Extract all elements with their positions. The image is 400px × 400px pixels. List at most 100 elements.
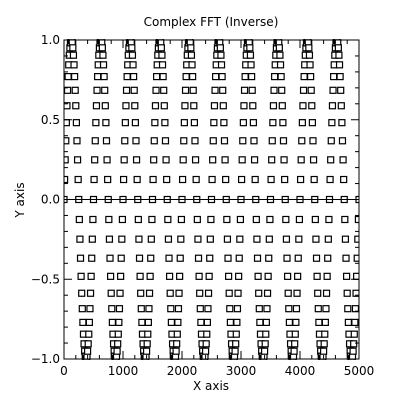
data-point xyxy=(92,119,100,127)
data-point xyxy=(246,44,254,52)
data-point xyxy=(114,340,122,348)
data-point xyxy=(262,330,270,338)
data-point xyxy=(194,235,202,243)
data-point xyxy=(64,102,71,110)
data-point xyxy=(173,340,181,348)
data-point xyxy=(249,119,257,127)
data-point xyxy=(120,156,128,164)
data-point xyxy=(78,305,86,313)
data-point xyxy=(337,86,345,94)
data-point xyxy=(255,305,263,313)
data-point xyxy=(315,318,323,326)
data-point xyxy=(101,102,109,110)
data-point xyxy=(221,156,229,164)
data-point xyxy=(295,215,304,224)
data-point xyxy=(246,51,255,59)
data-point xyxy=(122,86,131,94)
data-point xyxy=(106,254,114,262)
data-point xyxy=(102,137,111,145)
data-point xyxy=(330,72,338,81)
data-point xyxy=(119,175,128,184)
data-point xyxy=(268,137,276,145)
data-point xyxy=(353,254,359,262)
y-tick-label: −0.5 xyxy=(31,272,60,286)
data-point xyxy=(225,289,233,297)
data-point xyxy=(172,347,180,355)
data-point xyxy=(187,51,196,59)
data-point xyxy=(220,119,228,127)
data-point xyxy=(326,175,334,184)
data-point xyxy=(263,289,272,297)
data-point xyxy=(160,86,168,94)
data-point xyxy=(88,254,96,262)
data-point xyxy=(312,254,321,262)
data-point xyxy=(320,340,328,348)
data-point xyxy=(71,86,79,94)
data-point xyxy=(231,347,239,355)
data-point xyxy=(196,305,204,313)
data-point xyxy=(191,156,200,164)
data-point xyxy=(181,86,190,94)
data-point xyxy=(212,72,220,81)
data-point xyxy=(64,175,69,184)
data-point xyxy=(187,44,195,52)
data-point xyxy=(113,347,121,355)
data-point xyxy=(105,215,113,224)
data-point xyxy=(340,175,348,184)
data-point xyxy=(264,272,272,280)
data-point xyxy=(250,137,258,145)
data-point xyxy=(151,102,160,110)
data-point xyxy=(132,156,141,164)
data-point xyxy=(239,119,247,127)
data-point xyxy=(193,215,201,224)
data-point xyxy=(64,86,72,94)
data-point xyxy=(180,119,188,127)
data-point xyxy=(177,235,185,243)
data-point xyxy=(206,254,214,262)
data-point xyxy=(223,235,232,243)
data-point xyxy=(206,235,214,243)
data-point xyxy=(226,318,234,326)
data-point xyxy=(291,330,299,338)
data-point xyxy=(159,72,167,81)
data-point xyxy=(100,72,108,81)
x-tick-label: 0 xyxy=(60,364,68,378)
data-point xyxy=(144,318,152,326)
data-point xyxy=(132,137,140,145)
data-point xyxy=(131,119,139,127)
data-point xyxy=(165,254,173,262)
data-point xyxy=(121,119,129,127)
data-point xyxy=(350,340,358,348)
data-point xyxy=(267,175,275,184)
data-point xyxy=(321,330,329,338)
data-point xyxy=(86,289,95,297)
data-point xyxy=(98,44,106,52)
data-point xyxy=(129,61,137,69)
data-point xyxy=(208,175,216,184)
data-point xyxy=(115,318,123,326)
data-point xyxy=(219,86,227,94)
data-point xyxy=(296,175,305,184)
data-point xyxy=(121,137,129,145)
data-point xyxy=(205,272,213,280)
data-point xyxy=(108,318,116,326)
data-point xyxy=(76,235,84,243)
data-point xyxy=(130,72,138,81)
data-point xyxy=(338,137,347,145)
data-point xyxy=(255,289,263,297)
x-tick-label: 5000 xyxy=(344,364,375,378)
data-point xyxy=(222,175,230,184)
data-point xyxy=(194,254,203,262)
data-point xyxy=(322,305,330,313)
data-point xyxy=(253,235,261,243)
data-point xyxy=(90,175,98,184)
data-point xyxy=(324,235,332,243)
data-point xyxy=(189,72,197,81)
data-point xyxy=(189,86,197,94)
x-tick-label: 3000 xyxy=(226,364,257,378)
data-point xyxy=(269,119,277,127)
data-point xyxy=(197,318,205,326)
data-point xyxy=(210,102,219,110)
data-point xyxy=(265,235,273,243)
data-point xyxy=(323,272,331,280)
